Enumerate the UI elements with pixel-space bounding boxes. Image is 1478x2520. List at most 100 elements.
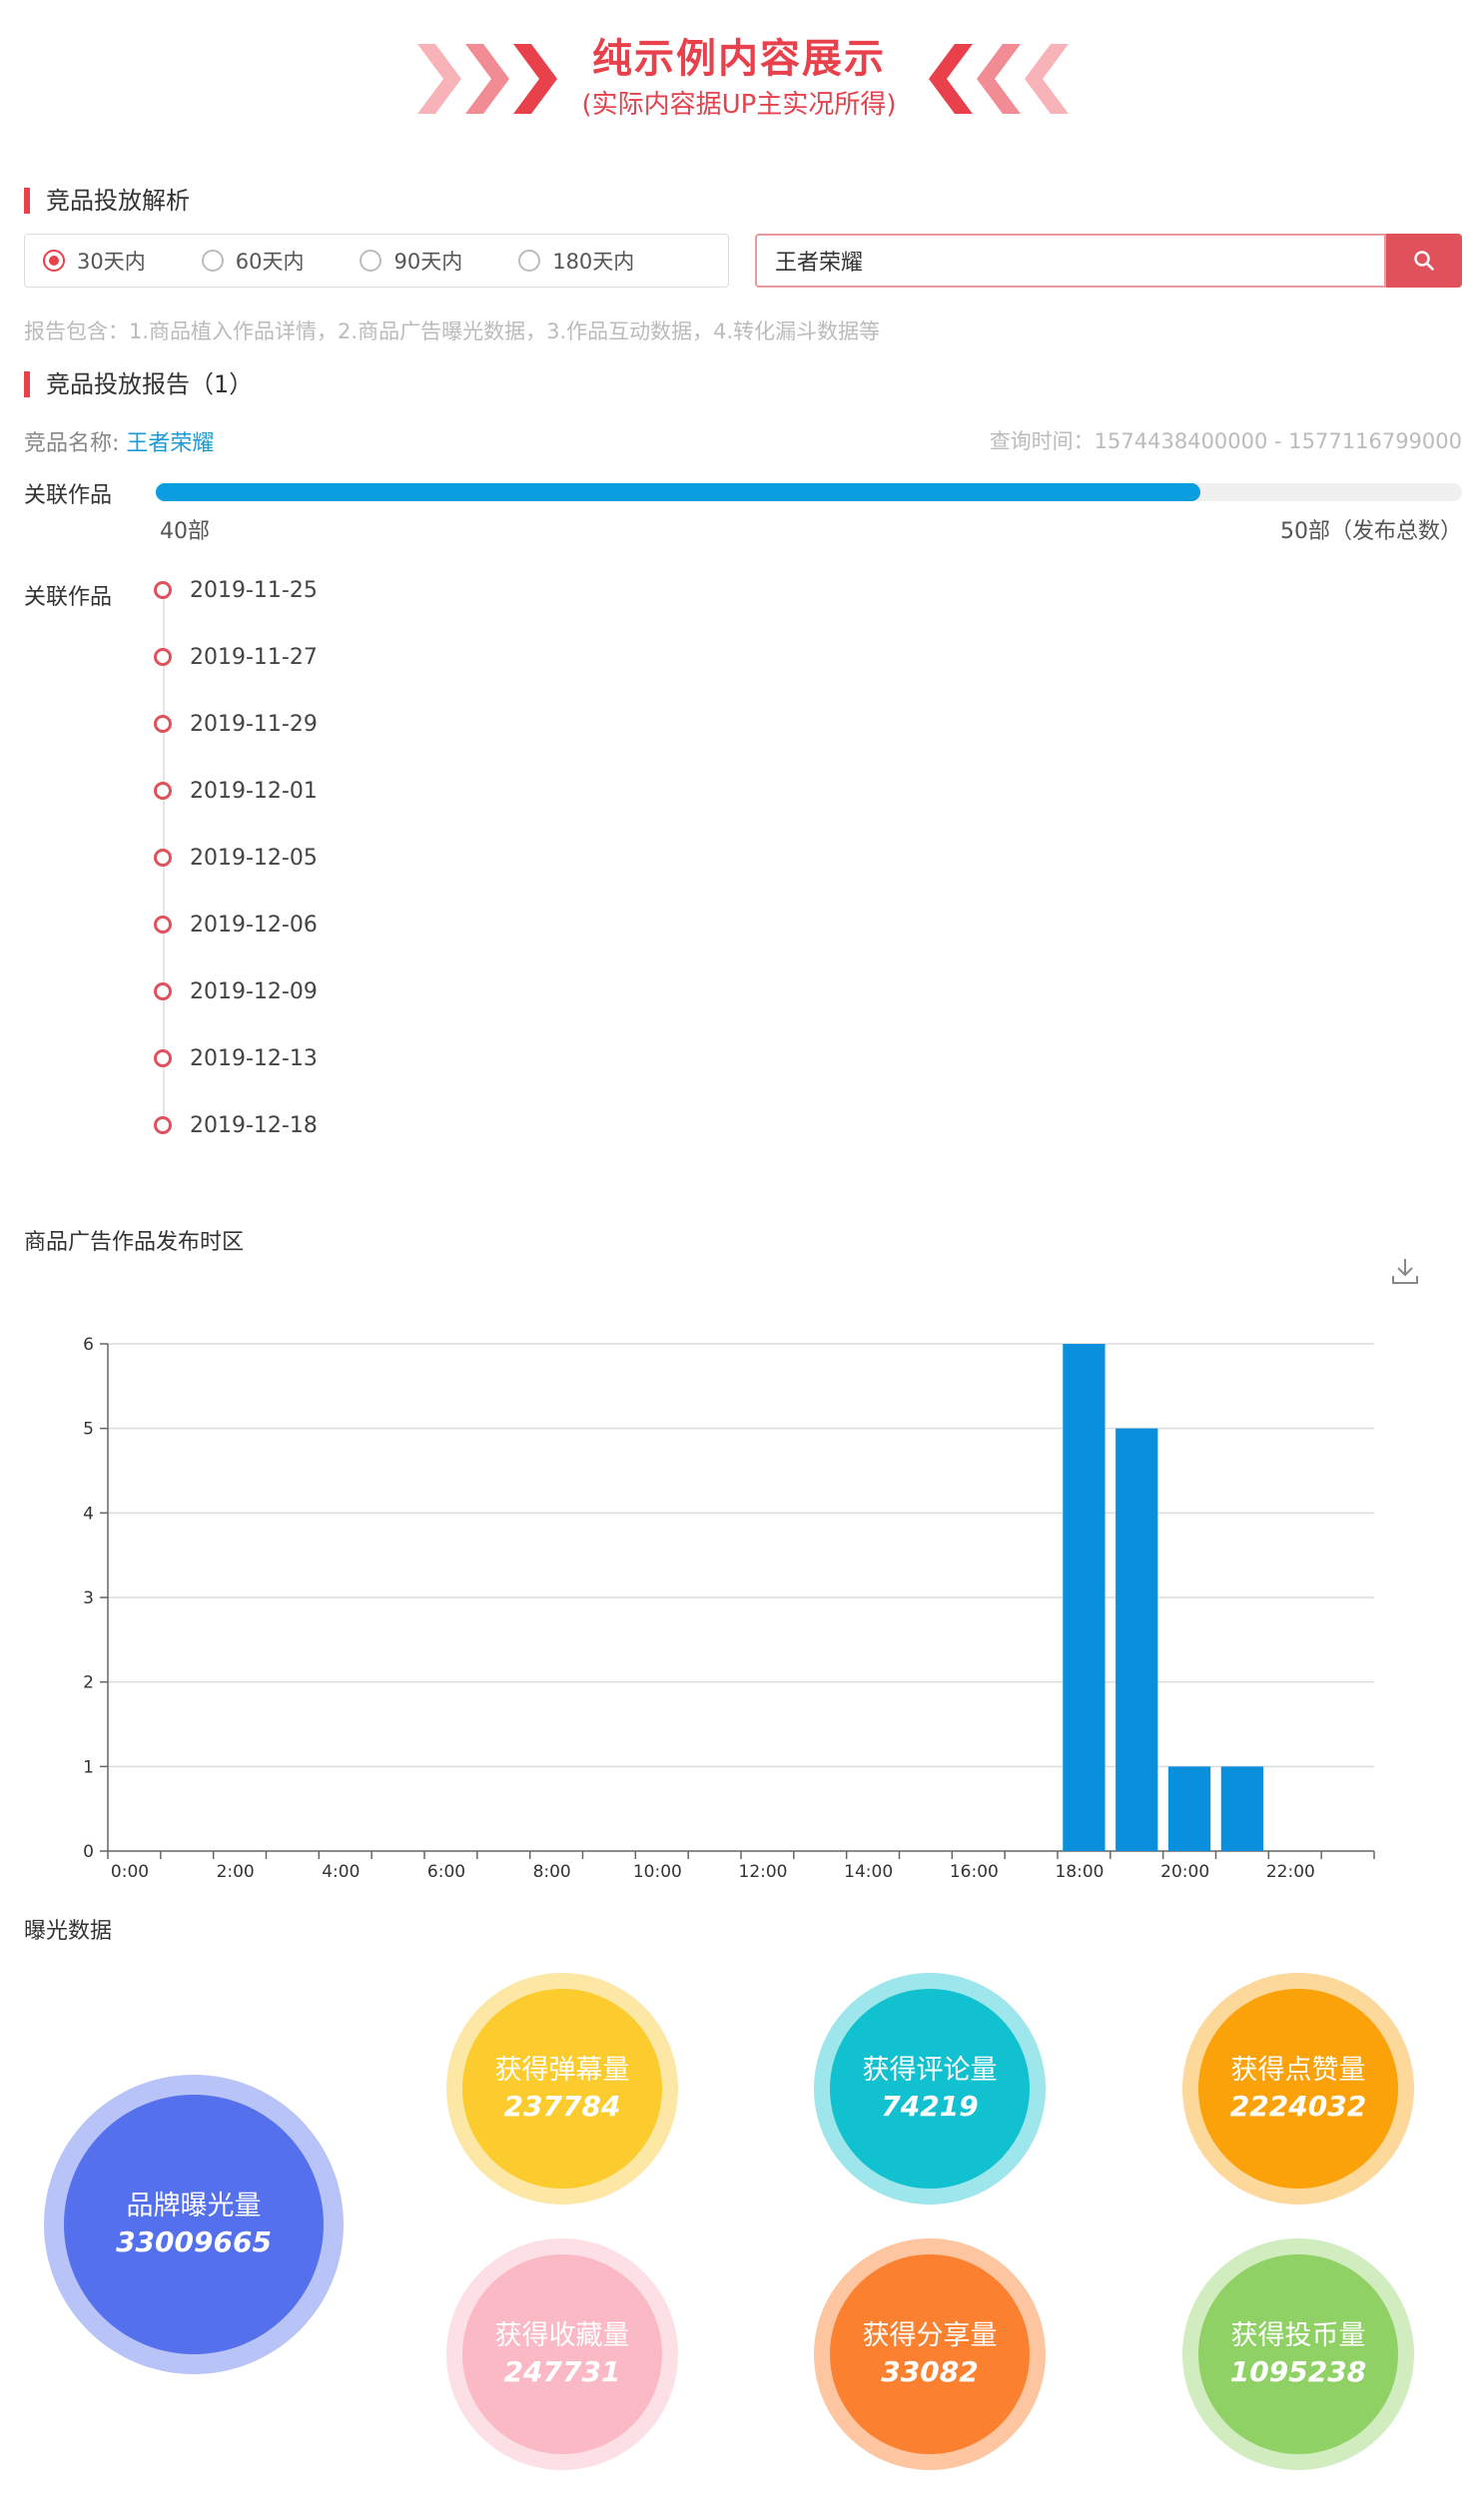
timeline-dot-icon [154, 1116, 172, 1134]
radio-60-days[interactable]: 60天内 [201, 246, 305, 276]
stat-circle-inner: 获得评论量 74219 [830, 1989, 1030, 2189]
timeline-dot-icon [154, 648, 172, 666]
chart-bar [1220, 1766, 1264, 1851]
radio-unchecked-icon [518, 250, 541, 272]
y-tick-label: 4 [83, 1504, 94, 1524]
radio-unchecked-icon [360, 250, 382, 272]
exposure-title: 曝光数据 [24, 1919, 113, 1944]
radio-180-days[interactable]: 180天内 [518, 246, 634, 276]
y-tick-label: 0 [83, 1842, 94, 1862]
timeline-item[interactable]: 2019-11-27 [154, 642, 318, 672]
stat-circle-inner: 获得点赞量 2224032 [1198, 1989, 1398, 2189]
timeline-item[interactable]: 2019-11-25 [154, 575, 318, 605]
section-title-analysis: 竞品投放解析 [24, 188, 190, 214]
x-tick-label: 0:00 [111, 1862, 149, 1882]
stat-value: 237784 [503, 2090, 621, 2123]
stat-label: 获得收藏量 [494, 2320, 630, 2351]
related-works-total: 50部（发布总数） [1280, 519, 1462, 544]
y-tick-label: 3 [83, 1588, 94, 1608]
x-tick-label: 4:00 [322, 1862, 360, 1882]
stat-value: 247731 [503, 2355, 621, 2388]
x-tick-label: 10:00 [633, 1862, 682, 1882]
timeline-date: 2019-12-09 [190, 978, 318, 1004]
banner-subtitle: (实际内容据UP主实况所得) [581, 90, 897, 120]
timeline-dot-icon [154, 849, 172, 867]
download-icon[interactable] [1390, 1256, 1420, 1286]
search-icon [1414, 251, 1434, 271]
timeline-dot-icon [154, 982, 172, 1000]
stat-circle-comments: 获得评论量 74219 [814, 1973, 1046, 2205]
timeline-item[interactable]: 2019-11-29 [154, 709, 318, 739]
radio-30-days[interactable]: 30天内 [43, 246, 146, 276]
radio-unchecked-icon [201, 250, 224, 272]
x-tick-label: 2:00 [217, 1862, 255, 1882]
stat-label: 获得评论量 [862, 2055, 998, 2086]
search-button[interactable] [1386, 234, 1462, 288]
timeline-item[interactable]: 2019-12-18 [154, 1110, 318, 1140]
radio-label: 90天内 [393, 250, 463, 274]
timeline-dot-icon [154, 916, 172, 934]
stat-circle-coins: 获得投币量 1095238 [1182, 2238, 1414, 2470]
timeline-date: 2019-11-27 [190, 644, 318, 670]
timeline-date: 2019-11-29 [190, 711, 318, 737]
related-works-count: 40部 [160, 519, 210, 544]
related-works-label: 关联作品 [24, 483, 113, 508]
product-name-link[interactable]: 王者荣耀 [126, 431, 215, 456]
timeline-item[interactable]: 2019-12-06 [154, 910, 318, 940]
search-input[interactable]: 王者荣耀 [755, 234, 1386, 288]
x-tick-label: 14:00 [844, 1862, 893, 1882]
report-hint-text: 报告包含：1.商品植入作品详情，2.商品广告曝光数据，3.作品互动数据，4.转化… [24, 319, 881, 343]
radio-label: 180天内 [552, 250, 635, 274]
x-tick-label: 8:00 [533, 1862, 571, 1882]
stat-value: 74219 [881, 2090, 979, 2123]
publish-time-bar-chart: 0 1 2 3 4 5 6 0:00 2:00 4:00 6:00 8:00 10:00 12:00 14:… [83, 1335, 1375, 1882]
timeline-date: 2019-12-18 [190, 1112, 318, 1138]
chevron-left-icon-group [929, 44, 1069, 114]
banner-title: 纯示例内容展示 [592, 36, 886, 82]
stat-circle-inner: 获得收藏量 247731 [462, 2254, 662, 2454]
radio-90-days[interactable]: 90天内 [360, 246, 462, 276]
stat-circle-inner: 获得弹幕量 237784 [462, 1989, 662, 2189]
timeline-item[interactable]: 2019-12-05 [154, 843, 318, 873]
query-time: 查询时间：1574438400000 - 1577116799000 [989, 429, 1462, 453]
brand-exposure-inner: 品牌曝光量 33009665 [64, 2095, 324, 2354]
stat-label: 获得点赞量 [1230, 2055, 1366, 2086]
timeline-date: 2019-12-13 [190, 1045, 318, 1071]
product-name-row: 竞品名称: 王者荣耀 [24, 425, 214, 457]
section-title-report: 竞品投放报告（1） [24, 371, 253, 397]
x-tick-label: 18:00 [1056, 1862, 1105, 1882]
timeline-date: 2019-12-01 [190, 778, 318, 804]
timeline-dot-icon [154, 782, 172, 800]
timeline-item[interactable]: 2019-12-01 [154, 776, 318, 806]
timeline-date: 2019-11-25 [190, 577, 318, 603]
y-tick-label: 1 [83, 1757, 94, 1777]
timeline-dot-icon [154, 581, 172, 599]
timeline-label: 关联作品 [24, 585, 113, 610]
y-tick-label: 2 [83, 1673, 94, 1693]
banner: 纯示例内容展示 (实际内容据UP主实况所得) [0, 0, 1478, 150]
stat-circle-likes: 获得点赞量 2224032 [1182, 1973, 1414, 2205]
timeline-item[interactable]: 2019-12-13 [154, 1043, 318, 1073]
chart-bar [1167, 1766, 1211, 1851]
timeline-date: 2019-12-06 [190, 912, 318, 938]
timeline-item[interactable]: 2019-12-09 [154, 976, 318, 1006]
radio-label: 60天内 [235, 250, 305, 274]
product-name-label: 竞品名称: [24, 431, 120, 456]
stat-circle-inner: 获得投币量 1095238 [1198, 2254, 1398, 2454]
radio-checked-icon [43, 250, 65, 272]
timeline-dot-icon [154, 715, 172, 733]
chevron-right-icon-group [417, 44, 557, 114]
stat-value: 1095238 [1229, 2355, 1367, 2388]
time-range-radio-group: 30天内 60天内 90天内 180天内 [24, 234, 729, 288]
related-works-progress-fill [156, 483, 1201, 501]
stat-circle-favorites: 获得收藏量 247731 [446, 2238, 678, 2470]
x-tick-label: 22:00 [1266, 1862, 1315, 1882]
stat-label: 获得分享量 [862, 2320, 998, 2351]
timeline-dot-icon [154, 1049, 172, 1067]
radio-label: 30天内 [77, 250, 146, 274]
y-tick-label: 5 [83, 1420, 94, 1440]
timeline-date: 2019-12-05 [190, 845, 318, 871]
stat-value: 33082 [881, 2355, 979, 2388]
chart-bar [1063, 1344, 1106, 1851]
brand-exposure-circle: 品牌曝光量 33009665 [44, 2075, 344, 2374]
